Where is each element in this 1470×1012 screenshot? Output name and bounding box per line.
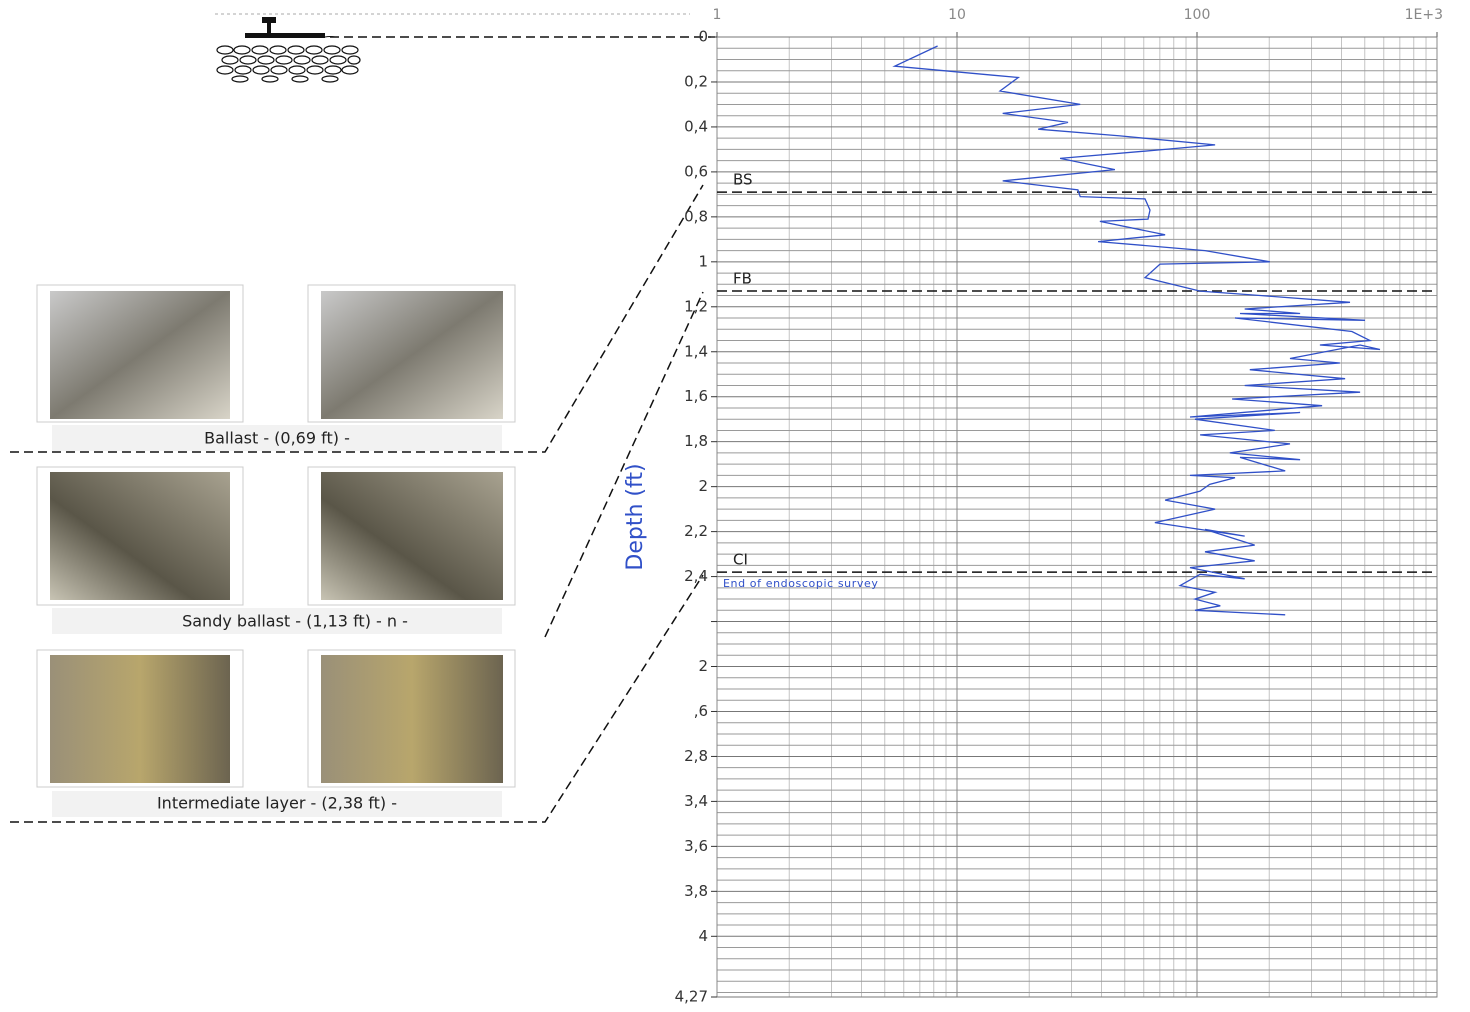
y-tick-label: 2,2	[684, 522, 708, 540]
y-tick-label: 3,8	[684, 882, 708, 900]
photo-panel: Sandy ballast - (1,13 ft) - n -	[37, 467, 515, 634]
x-tick-label: 1	[713, 7, 722, 23]
y-tick-label: 4,27	[675, 988, 708, 1006]
y-tick-label: 2	[698, 657, 708, 675]
y-tick-label: 1,2	[684, 297, 708, 315]
y-tick-label: 2,4	[684, 567, 708, 585]
y-tick-label: 0,8	[684, 207, 708, 225]
x-tick-label: 100	[1184, 7, 1211, 23]
rail-icon	[215, 14, 715, 82]
plot-area	[717, 37, 1437, 997]
figure: Ballast - (0,69 ft) - Sandy ballast - (1…	[0, 0, 1470, 1008]
y-tick-label: 1,8	[684, 432, 708, 450]
y-tick-label: 1	[698, 252, 708, 270]
photo-caption: Sandy ballast - (1,13 ft) - n -	[182, 612, 408, 631]
y-tick-label: 2	[698, 477, 708, 495]
photo-caption: Ballast - (0,69 ft) -	[204, 429, 350, 448]
y-tick-label: ,6	[694, 702, 708, 720]
y-tick-label: 0,2	[684, 72, 708, 90]
y-tick-label: 0,4	[684, 117, 708, 135]
photo-panel: Ballast - (0,69 ft) -	[37, 285, 515, 451]
photo-caption: Intermediate layer - (2,38 ft) -	[157, 794, 397, 813]
layer-label: FB	[733, 270, 752, 288]
layer-label: CI	[733, 551, 748, 569]
y-tick-label: 1,6	[684, 387, 708, 405]
y-tick-label: 3,4	[684, 792, 708, 810]
y-tick-label: 2,8	[684, 747, 708, 765]
photo-panel: Intermediate layer - (2,38 ft) -	[37, 650, 515, 817]
annotation: End of endoscopic survey	[723, 577, 878, 590]
y-tick-label: 0	[698, 28, 708, 46]
y-tick-label: 3,6	[684, 837, 708, 855]
x-tick-label: 1E+3	[1405, 7, 1443, 23]
y-tick-label: 0,6	[684, 162, 708, 180]
y-axis-label: Depth (ft)	[623, 463, 648, 570]
y-tick-label: 1,4	[684, 342, 708, 360]
x-tick-label: 10	[948, 7, 966, 23]
y-tick-label: 4	[698, 927, 708, 945]
layer-label: BS	[733, 171, 753, 189]
